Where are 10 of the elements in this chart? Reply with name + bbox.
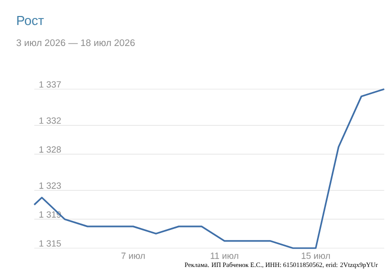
x-tick-label: 7 июл (121, 252, 145, 259)
y-tick-label: 1 315 (39, 240, 61, 247)
x-tick-label: 11 июл (210, 252, 238, 259)
chart-subtitle: 3 июл 2026 — 18 июл 2026 (16, 39, 135, 46)
y-tick-label: 1 328 (39, 146, 61, 153)
x-tick-label: 15 июл (302, 252, 330, 259)
y-tick-label: 1 337 (39, 81, 61, 88)
chart-title: Рост (17, 16, 44, 26)
y-tick-label: 1 323 (39, 182, 61, 189)
y-tick-label: 1 332 (39, 117, 61, 124)
